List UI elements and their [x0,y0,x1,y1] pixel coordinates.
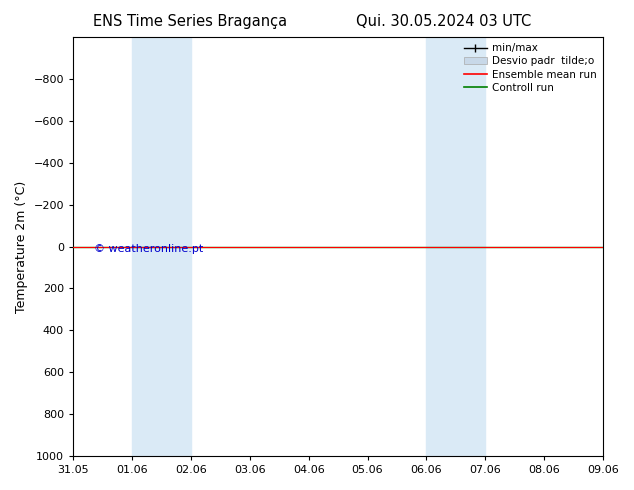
Y-axis label: Temperature 2m (°C): Temperature 2m (°C) [15,180,28,313]
Text: Qui. 30.05.2024 03 UTC: Qui. 30.05.2024 03 UTC [356,14,531,29]
Legend: min/max, Desvio padr  tilde;o, Ensemble mean run, Controll run: min/max, Desvio padr tilde;o, Ensemble m… [460,39,601,97]
Text: ENS Time Series Bragança: ENS Time Series Bragança [93,14,287,29]
Bar [427,37,486,456]
Bar [132,37,191,456]
Text: © weatheronline.pt: © weatheronline.pt [94,245,204,254]
